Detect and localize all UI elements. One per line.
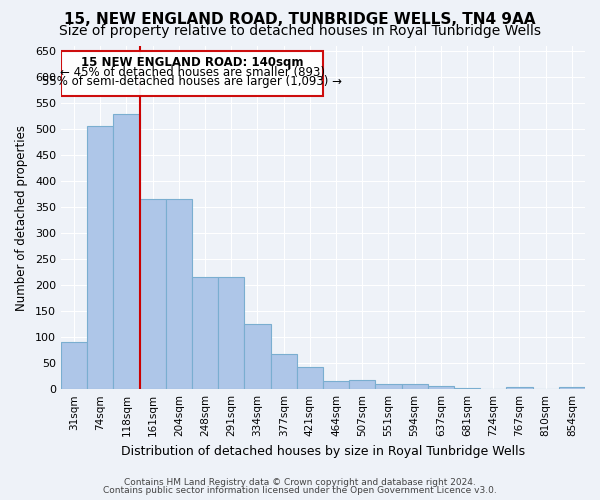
Bar [244,324,271,389]
Text: Contains public sector information licensed under the Open Government Licence v3: Contains public sector information licen… [103,486,497,495]
Bar [349,380,376,389]
Bar [297,368,323,389]
Bar [61,342,87,389]
Bar [376,384,401,389]
Bar [271,354,297,389]
Bar [87,126,113,389]
FancyBboxPatch shape [61,51,323,96]
Y-axis label: Number of detached properties: Number of detached properties [15,124,28,310]
Bar [166,200,192,389]
Bar [140,200,166,389]
Bar [506,386,533,389]
Bar [401,384,428,389]
Text: Size of property relative to detached houses in Royal Tunbridge Wells: Size of property relative to detached ho… [59,24,541,38]
Bar [113,114,140,389]
Bar [480,388,506,389]
Text: 55% of semi-detached houses are larger (1,093) →: 55% of semi-detached houses are larger (… [42,74,342,88]
Bar [428,386,454,389]
Bar [192,278,218,389]
Text: Contains HM Land Registry data © Crown copyright and database right 2024.: Contains HM Land Registry data © Crown c… [124,478,476,487]
Bar [323,381,349,389]
Bar [559,386,585,389]
Text: ← 45% of detached houses are smaller (893): ← 45% of detached houses are smaller (89… [60,66,325,79]
X-axis label: Distribution of detached houses by size in Royal Tunbridge Wells: Distribution of detached houses by size … [121,444,525,458]
Text: 15, NEW ENGLAND ROAD, TUNBRIDGE WELLS, TN4 9AA: 15, NEW ENGLAND ROAD, TUNBRIDGE WELLS, T… [64,12,536,26]
Bar [454,388,480,389]
Text: 15 NEW ENGLAND ROAD: 140sqm: 15 NEW ENGLAND ROAD: 140sqm [81,56,304,70]
Bar [218,278,244,389]
Bar [533,388,559,389]
